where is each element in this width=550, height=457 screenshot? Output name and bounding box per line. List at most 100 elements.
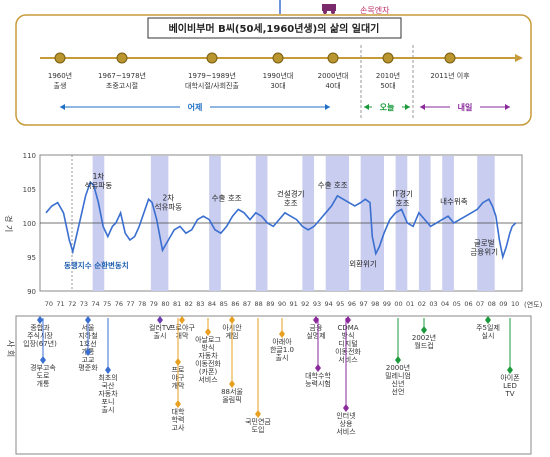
social-events-section: 사 회 종합과주식시장입장(67년)경부고속도로개통서울지하철1호선개통고교평준… [6,315,532,455]
event-item: 대학수학 능력시험 [305,318,331,388]
event-item: 아래아 한글1.0 출시 [270,318,294,362]
events-frame [15,315,532,455]
x-tick-label: 74 [91,300,99,308]
x-tick-label: 71 [56,300,64,308]
era-arrow-right-icon [405,104,410,110]
x-tick-label: 86 [231,300,239,308]
milestone-period: 1967~1978년 [98,71,146,80]
x-tick-label: 75 [103,300,111,308]
event-marker-icon [205,328,211,336]
milestone-dot [272,52,284,64]
chart-annotation: 외환위기 [349,259,377,269]
x-tick-label: 98 [371,300,379,308]
milestone-dot [206,52,218,64]
chart-annotation: 1차 석유파동 [85,172,113,190]
shaded-period [360,156,384,291]
event-marker-icon [343,404,349,412]
x-tick-label: 00 [394,300,402,308]
x-tick-label: 09 [499,300,507,308]
chart-annotation: 수출 호조 [318,180,348,190]
event-item: 아날로그 방식 자동차 이동전화 (카폰) 서비스 [195,318,221,384]
series-line [45,180,517,261]
event-item: 종합과 주식시장 입장(67년) [23,316,57,348]
milestone-event: 대학시절/사회진출 [185,81,239,90]
event-item: 2000년 밀레니엄 신년 선언 [385,318,411,396]
chart-annotation: 2차 석유파동 [155,194,183,212]
x-tick-label: 81 [173,300,181,308]
x-tick-label: 79 [150,300,158,308]
event-label: 금융 실명제 [306,324,325,340]
event-marker-icon [255,410,261,418]
x-tick-label: 97 [359,300,367,308]
event-item: 대학 학력 고사 [172,318,185,432]
event-marker-icon [485,316,491,324]
chart-annotation: 수출 호조 [212,193,242,203]
page-title: 베이비부머 B씨(50세,1960년생)의 삶의 일대기 [169,22,380,35]
x-tick-label: 94 [324,300,332,308]
y-axis-ticks: 90 95 100 105 110 [23,152,36,296]
event-marker-icon [507,366,513,374]
chart-annotation: 건설경기 호조 [277,188,305,207]
shaded-period [255,156,268,291]
x-tick-label: 89 [266,300,274,308]
x-tick-label: 88 [255,300,263,308]
event-item: 고교 평준화 [78,318,98,372]
era-arrow-left-icon [364,104,369,110]
life-timeline-header: 베이비부머 B씨(50세,1960년생)의 삶의 일대기 손목엔자 1960년출… [15,0,532,126]
milestone-period: 1979~1989년 [188,71,236,80]
timeline-frame [15,14,532,126]
milestone-dot [54,52,66,64]
x-tick-label: 93 [313,300,321,308]
era-labels: 어제 오늘 내일 [60,101,510,113]
event-marker-icon [37,316,43,324]
era-arrow-left-icon [420,104,425,110]
event-label: 88서울 올림픽 [221,387,243,404]
x-tick-label: 70 [45,300,53,308]
event-item: 88서울 올림픽 [221,318,243,404]
era-label: 내일 [458,102,473,112]
event-label: 아날로그 방식 자동차 이동전화 (카폰) 서비스 [195,335,221,384]
x-tick-label: 10 [511,300,519,308]
x-axis-ticks: 70 71 72 73 74 75 76 77 78 79 80 81 82 83 84 85 86 87 88 89… [45,300,519,308]
x-tick-label: 95 [336,300,344,308]
event-label: 주5일제 실시 [476,323,500,340]
event-marker-icon [179,316,185,324]
recession-shading [92,156,495,291]
milestone-period: 2010년 [376,71,400,80]
x-tick-label: 05 [453,300,461,308]
x-tick-label: 01 [406,300,414,308]
x-tick-label: 73 [80,300,88,308]
event-marker-icon [421,326,427,334]
x-tick-label: 08 [488,300,496,308]
x-tick-label: 87 [243,300,251,308]
era-arrow-right-icon [325,104,330,110]
x-tick-label: 03 [429,300,437,308]
x-axis-title: (연도) [524,301,543,309]
event-marker-icon [157,316,163,324]
x-tick-label: 90 [278,300,286,308]
event-marker-icon [85,348,91,356]
event-label: 고교 평준화 [78,356,98,372]
milestone-event: 초중고시절 [106,82,138,90]
event-list: 종합과주식시장입장(67년)경부고속도로개통서울지하철1호선개통고교평준화최초의… [23,316,520,436]
shaded-period [442,156,454,291]
y-tick-label: 90 [27,288,36,296]
milestone-dot [382,52,394,64]
events-side-label: 사 회 [6,340,15,357]
x-tick-label: 02 [418,300,426,308]
y-axis-title: 경 기 [4,215,14,232]
event-label: 종합과 주식시장 입장(67년) [23,323,57,348]
event-item: 최초의 국산 자동차 포니 출시 [98,318,118,414]
milestone-event: 50대 [380,82,395,90]
shaded-period [92,156,105,291]
event-item: CDMA 방식 디지털 이동전화 서비스 [335,316,361,364]
event-item: 국민연금 도입 [245,318,271,434]
x-tick-label: 82 [185,300,193,308]
milestone-period: 2011년 이후 [430,71,470,80]
timeline-arrow-icon [515,54,523,62]
chart-annotation: 글로벌 금융위기 [470,237,498,256]
era-label: 오늘 [380,102,395,112]
event-label: 국민연금 도입 [245,417,271,434]
